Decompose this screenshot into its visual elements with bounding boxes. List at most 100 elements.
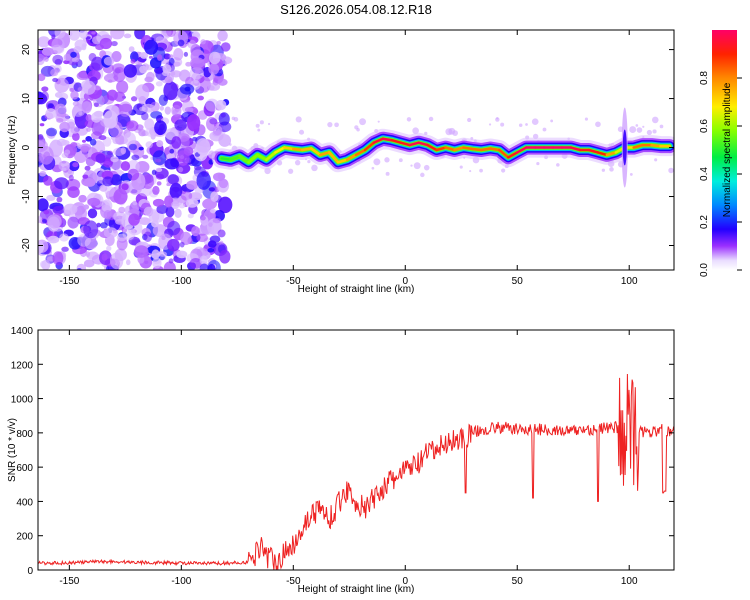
noise-blob	[208, 222, 213, 227]
ridge-core-segment	[309, 147, 322, 157]
noise-blob	[70, 51, 77, 58]
ridge-core-segment	[372, 137, 385, 144]
noise-blob	[77, 87, 84, 92]
x-tick-label: -100	[171, 276, 191, 287]
noise-blob	[138, 129, 147, 137]
noise-blob	[70, 126, 79, 134]
noise-blob	[168, 258, 174, 264]
noise-blob	[171, 136, 182, 149]
noise-blob	[212, 125, 223, 136]
noise-blob	[209, 51, 221, 65]
noise-blob	[217, 30, 228, 42]
noise-blob	[143, 206, 154, 216]
noise-blob	[106, 245, 112, 251]
scatter-dot	[294, 159, 301, 166]
noise-blob	[187, 213, 194, 219]
noise-blob	[78, 110, 83, 116]
spectrogram-x-label: Height of straight line (km)	[298, 284, 415, 295]
scatter-dot	[445, 128, 453, 136]
colorbar: 0.0 0.2 0.4 0.6 0.8 Normalized spectral ampl…	[699, 30, 742, 277]
noise-blob	[134, 30, 146, 40]
noise-blob	[43, 209, 50, 215]
noise-blob	[205, 98, 220, 112]
ridge-core-segment	[292, 147, 304, 152]
scatter-dot	[420, 172, 425, 178]
colorbar-label: Normalized spectral amplitude	[722, 82, 733, 217]
y-tick-label: 200	[16, 532, 33, 543]
noise-blob	[89, 138, 97, 146]
noise-blob	[130, 96, 138, 102]
noise-blob	[156, 140, 164, 148]
scatter-dot	[636, 127, 643, 133]
ridge-core-segment	[220, 157, 232, 162]
noise-blob	[220, 42, 231, 52]
noise-blob	[103, 227, 118, 239]
noise-blob	[109, 252, 124, 270]
noise-blob	[93, 85, 101, 91]
noise-blob	[43, 175, 53, 186]
noise-blob	[103, 56, 115, 66]
noise-blob	[78, 194, 87, 203]
spectrogram-frame	[37, 29, 675, 271]
scatter-dot	[299, 129, 305, 135]
snr-y-label: SNR (10 * v/v)	[7, 418, 18, 482]
noise-blob	[158, 251, 167, 257]
noise-blob	[83, 259, 95, 268]
noise-blob	[72, 162, 79, 168]
noise-blob	[151, 249, 160, 260]
noise-blob	[68, 174, 74, 182]
noise-blob	[164, 195, 174, 208]
y-tick-label: -20	[21, 238, 32, 253]
noise-blob	[174, 119, 187, 131]
ridge-core-segment	[274, 146, 286, 154]
noise-blob	[163, 81, 179, 101]
noise-blob	[143, 231, 153, 242]
noise-blob	[151, 220, 159, 228]
ridge-core-segment	[408, 141, 420, 147]
ridge-core-segment	[507, 151, 519, 159]
x-tick-label: 0	[402, 276, 408, 287]
noise-blob	[72, 132, 80, 141]
ridge-core-segment	[444, 146, 456, 152]
scatter-dot	[384, 157, 390, 163]
x-tick-label: -50	[286, 576, 301, 587]
y-tick-label: 0	[27, 566, 33, 577]
y-tick-label: 1000	[11, 395, 34, 406]
noise-blob	[112, 66, 126, 83]
noise-blob	[148, 55, 153, 59]
noise-blob	[218, 134, 232, 147]
scatter-dot	[646, 129, 652, 136]
noise-blob	[209, 235, 221, 243]
scatter-dot	[651, 116, 659, 124]
scatter-dot	[334, 122, 339, 128]
scatter-dot	[668, 167, 674, 174]
noise-blob	[110, 156, 119, 163]
ridge-core-segment	[489, 147, 501, 152]
noise-blob	[152, 150, 167, 166]
noise-blob	[186, 180, 199, 190]
noise-blob	[152, 257, 162, 269]
noise-blob	[196, 171, 211, 190]
scatter-dot	[469, 170, 472, 173]
noise-blob	[208, 187, 216, 192]
scatter-dot	[550, 119, 554, 123]
noise-blob	[65, 178, 81, 191]
noise-blob	[61, 246, 69, 252]
scatter-dot	[259, 120, 264, 125]
noise-blob	[156, 181, 162, 186]
noise-blob	[155, 36, 165, 43]
scatter-dot	[488, 123, 492, 126]
noise-blob	[123, 33, 132, 39]
y-tick-label: 1400	[11, 326, 34, 337]
ridge-core-segment	[247, 153, 259, 164]
noise-blob	[91, 56, 104, 71]
noise-blob	[111, 51, 122, 62]
noise-blob	[116, 80, 129, 94]
noise-blob	[186, 114, 201, 132]
ridge-core-segment	[453, 146, 465, 152]
noise-blob	[128, 213, 140, 226]
burst-core	[622, 129, 627, 166]
noise-blob	[178, 166, 184, 173]
noise-blob	[118, 206, 126, 214]
